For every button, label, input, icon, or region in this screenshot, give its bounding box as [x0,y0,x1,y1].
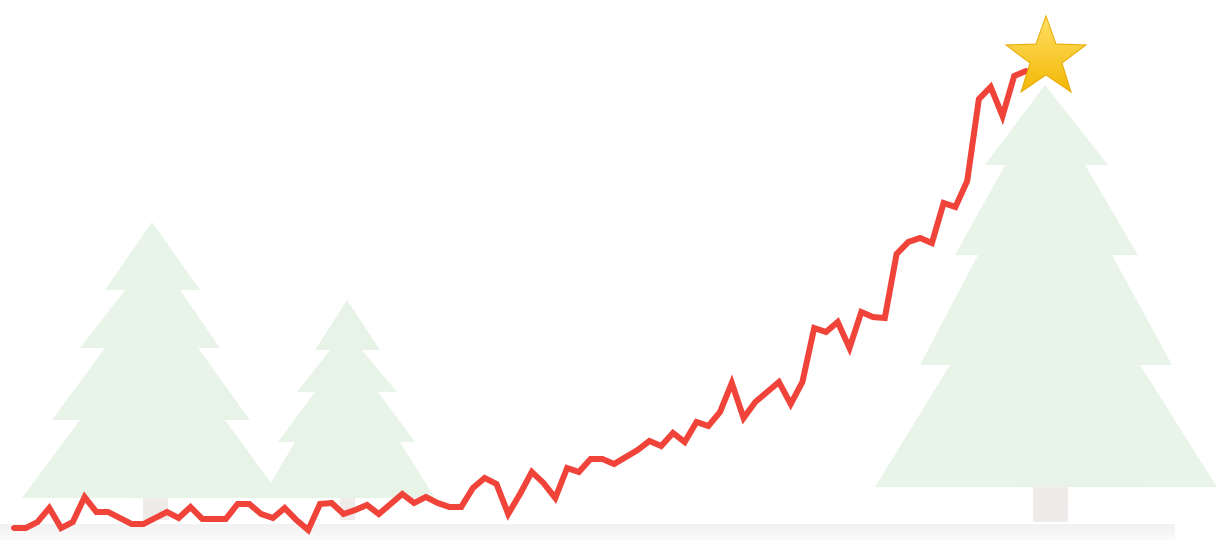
line [11,68,1029,535]
tree [22,222,282,498]
tree [875,85,1217,487]
trees [22,85,1217,522]
star [1004,14,1088,94]
trunk [1033,485,1068,522]
plot [11,68,1029,535]
floor [0,524,1175,540]
tree [262,300,435,498]
